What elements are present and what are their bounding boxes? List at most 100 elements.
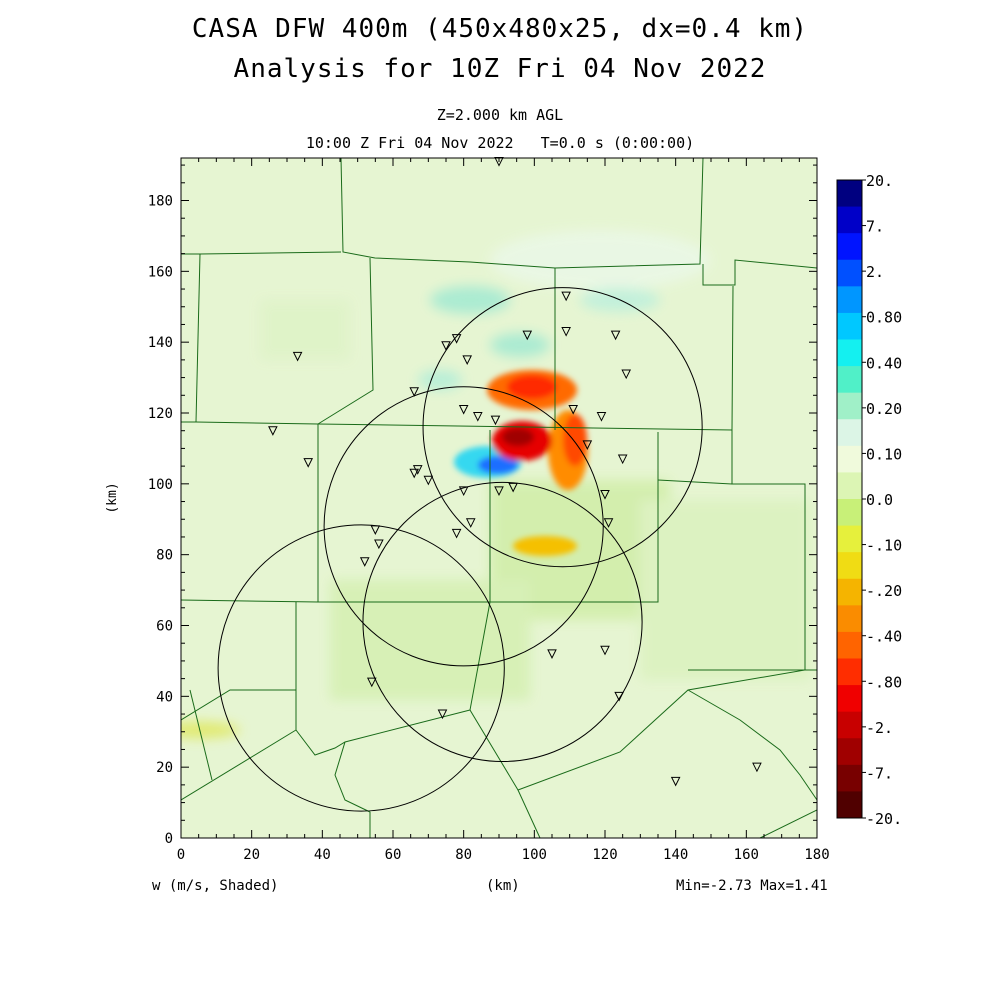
station-marker xyxy=(292,351,303,362)
x-tick-label: 80 xyxy=(455,847,472,863)
x-tick-label: 160 xyxy=(734,847,759,863)
station-marker xyxy=(603,518,614,528)
colorbar-segment xyxy=(837,499,862,527)
colorbar-segment xyxy=(837,658,862,686)
station-marker xyxy=(610,330,621,341)
colorbar-segment xyxy=(837,738,862,766)
range-ring xyxy=(362,481,643,763)
colorbar-segment xyxy=(837,419,862,447)
y-tick-label: 140 xyxy=(148,335,173,351)
station-marker xyxy=(451,528,462,539)
station-marker xyxy=(451,334,462,344)
station-marker xyxy=(374,539,384,550)
x-tick-label: 40 xyxy=(314,847,331,863)
minmax-label: Min=-2.73 Max=1.41 xyxy=(676,878,828,894)
colorbar-segment xyxy=(837,525,862,553)
station-marker xyxy=(441,341,451,351)
station-marker xyxy=(458,404,469,415)
station-marker xyxy=(303,458,314,468)
w-field xyxy=(181,158,817,838)
station-marker xyxy=(268,426,278,436)
station-marker xyxy=(437,709,448,720)
station-marker xyxy=(752,762,762,773)
station-marker xyxy=(561,291,571,302)
colorbar-segment xyxy=(837,445,862,473)
y-tick-label: 0 xyxy=(165,831,173,847)
analysis-subtitle: Analysis for 10Z Fri 04 Nov 2022 xyxy=(233,54,767,84)
colorbar-segment xyxy=(837,791,862,819)
colorbar-segment xyxy=(837,233,862,261)
station-marker xyxy=(458,486,469,497)
colorbar-segment xyxy=(837,286,862,314)
plot-title: CASA DFW 400m (450x480x25, dx=0.4 km) xyxy=(191,14,809,44)
axis-tick-labels: 0 20 40 60 80 100 120 140 160 180 0 20 40 60 80 100 120 1… xyxy=(148,194,830,864)
colorbar-label: 0.10 xyxy=(866,445,902,463)
variable-label: w (m/s, Shaded) xyxy=(152,878,279,894)
colorbar-label: 7. xyxy=(866,218,884,236)
station-marker xyxy=(465,518,476,528)
colorbar-label: -7. xyxy=(866,764,893,782)
station-marker xyxy=(409,468,420,479)
colorbar-segment xyxy=(837,366,862,394)
colorbar-segment xyxy=(837,180,862,208)
colorbar-segment xyxy=(837,578,862,606)
x-axis-label: (km) xyxy=(486,878,520,894)
station-marker xyxy=(614,691,624,702)
station-marker xyxy=(472,412,483,422)
y-tick-label: 160 xyxy=(148,264,173,280)
station-marker xyxy=(423,475,434,486)
range-ring xyxy=(323,386,604,667)
station-marker xyxy=(568,404,579,415)
station-marker xyxy=(600,489,610,500)
y-tick-label: 100 xyxy=(148,477,173,493)
station-marker xyxy=(522,330,533,341)
y-tick-label: 80 xyxy=(156,548,173,564)
station-marker xyxy=(370,525,381,535)
x-tick-label: 100 xyxy=(522,847,547,863)
colorbar-label: -.80 xyxy=(866,673,902,691)
colorbar-segment xyxy=(837,711,862,739)
level-label: Z=2.000 km AGL xyxy=(436,106,564,124)
colorbar-label: -.20 xyxy=(866,582,902,600)
station-marker xyxy=(617,454,628,465)
axis-ticks xyxy=(180,158,818,839)
colorbar-label: 0.0 xyxy=(866,491,893,509)
station-marker xyxy=(462,355,473,365)
station-marker xyxy=(670,776,681,787)
radar-range-rings xyxy=(217,287,703,812)
colorbar-label: 0.40 xyxy=(866,354,902,372)
y-tick-label: 120 xyxy=(148,406,173,422)
station-marker xyxy=(508,482,518,493)
colorbar xyxy=(836,179,866,819)
x-tick-label: 140 xyxy=(663,847,688,863)
colorbar-labels: 20. 7. 2. 0.80 0.40 0.20 0.10 0.0 -.10 -.20 -.40 -.… xyxy=(866,172,902,828)
x-tick-label: 180 xyxy=(804,847,829,863)
colorbar-segment xyxy=(837,339,862,367)
colorbar-segment xyxy=(837,392,862,420)
station-marker xyxy=(494,486,504,497)
station-marker xyxy=(582,440,593,450)
time-label: 10:00 Z Fri 04 Nov 2022 T=0.0 s (0:00:00… xyxy=(305,134,695,152)
county-boundaries xyxy=(181,158,817,838)
range-ring xyxy=(422,287,703,568)
station-marker xyxy=(561,327,571,337)
x-tick-label: 60 xyxy=(385,847,402,863)
y-tick-label: 60 xyxy=(156,619,173,635)
colorbar-segment xyxy=(837,685,862,713)
colorbar-segment xyxy=(837,631,862,659)
colorbar-segment xyxy=(837,206,862,234)
range-ring xyxy=(217,524,505,812)
x-tick-label: 20 xyxy=(243,847,260,863)
colorbar-label: -.10 xyxy=(866,537,902,555)
colorbar-label: 0.20 xyxy=(866,400,902,418)
colorbar-label: -2. xyxy=(866,719,893,737)
station-marker xyxy=(359,557,370,567)
y-axis-label: (km) xyxy=(105,482,120,513)
station-marker xyxy=(600,645,610,656)
station-marker xyxy=(490,415,501,426)
y-tick-label: 40 xyxy=(156,689,173,705)
station-marker xyxy=(409,387,420,397)
x-tick-label: 120 xyxy=(592,847,617,863)
radar-stations xyxy=(268,157,762,787)
